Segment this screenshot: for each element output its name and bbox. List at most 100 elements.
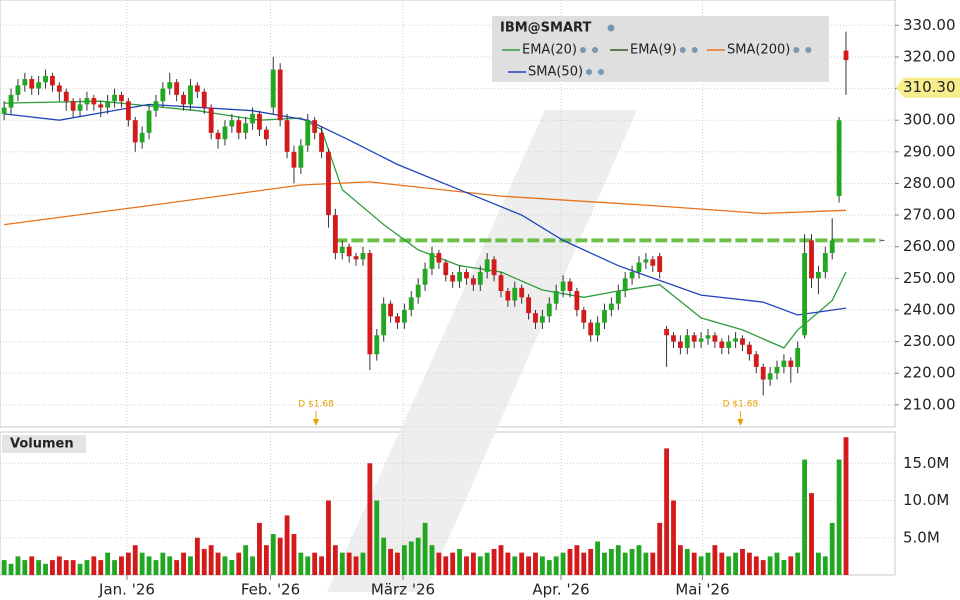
legend-settings[interactable] [592, 47, 599, 53]
volume-bar [429, 545, 435, 575]
legend-settings[interactable] [580, 47, 587, 53]
candle-body [781, 360, 787, 367]
candle-body [422, 268, 428, 285]
candle-body [70, 101, 76, 111]
candle-body [167, 82, 173, 89]
y-tick-label: 270.00 [903, 206, 956, 224]
volume-bar [284, 515, 290, 575]
x-tick-label: Jan. '26 [98, 581, 155, 599]
candle-body [332, 215, 338, 254]
candle-body [829, 240, 835, 254]
legend-settings[interactable] [691, 47, 698, 53]
volume-bar [753, 556, 759, 575]
candle-body [132, 120, 138, 143]
candle-body [229, 120, 235, 127]
volume-bar [250, 556, 255, 575]
candle-body [63, 91, 69, 102]
volume-bar [615, 545, 621, 575]
candle-body [608, 303, 614, 310]
volume-bar [8, 563, 14, 575]
y-tick-label: 230.00 [903, 332, 956, 350]
volume-bar [194, 537, 200, 575]
y-tick-label: 290.00 [903, 142, 956, 160]
legend-label: EMA(9) [630, 43, 677, 58]
volume-bar [263, 545, 269, 575]
candle-body [160, 88, 166, 102]
volume-bar [139, 552, 145, 575]
volume-bar [809, 493, 814, 575]
candle-body [560, 281, 566, 291]
candle-body [457, 272, 462, 282]
candle-body [408, 297, 414, 310]
settings-icon[interactable] [607, 24, 615, 32]
volume-bar [450, 552, 456, 575]
volume-bar [77, 563, 83, 575]
legend-settings[interactable] [598, 69, 605, 75]
volume-bar [746, 552, 752, 575]
candle-body [277, 69, 283, 121]
volume-bar [119, 556, 124, 575]
annotation: D $1.68 [298, 400, 334, 410]
volume-bar [774, 552, 780, 575]
volume-bar [505, 552, 511, 575]
candle-body [56, 85, 62, 92]
volume-bar [698, 556, 704, 575]
volume-bar [367, 463, 373, 575]
volume-bar [657, 522, 663, 575]
volume-bar [277, 537, 283, 575]
volume-bar [539, 556, 545, 575]
volume-bar [553, 556, 559, 575]
volume-bar [664, 448, 670, 575]
candle-body [257, 113, 262, 130]
volume-bar [236, 552, 242, 575]
annotation-arrowhead [737, 419, 744, 426]
volume-bar [546, 560, 552, 575]
volume-bar [705, 552, 711, 575]
candle-body [470, 278, 476, 285]
legend-settings[interactable] [679, 47, 686, 53]
candle-body [767, 373, 773, 380]
candle-body [809, 240, 814, 279]
candle-body [77, 104, 83, 111]
volume-bar [381, 537, 387, 575]
volume-bar [167, 556, 173, 575]
volume-bar [477, 556, 483, 575]
legend-settings[interactable] [793, 47, 800, 53]
candle-body [153, 101, 159, 111]
volume-bar [401, 545, 407, 575]
candle-body [726, 341, 732, 348]
legend-settings[interactable] [805, 47, 812, 53]
candle-body [146, 110, 152, 133]
volume-bar [215, 552, 221, 575]
volume-bar [608, 548, 614, 575]
indicator-line [4, 100, 847, 349]
volume-bar [781, 560, 787, 575]
candle-body [222, 126, 228, 140]
candle-body [788, 360, 794, 367]
candle-body [815, 272, 821, 279]
volume-bar [91, 556, 97, 575]
candle-body [346, 246, 352, 257]
candle-body [836, 120, 842, 197]
volume-bar [436, 552, 442, 575]
candle-body [263, 129, 269, 140]
volume-bar [270, 534, 276, 575]
legend-settings[interactable] [586, 69, 593, 75]
volume-bar [498, 545, 504, 575]
candle-body [740, 338, 745, 345]
volume-bar [291, 534, 297, 575]
candle-body [208, 107, 214, 133]
candle-body [753, 354, 759, 367]
candle-body [526, 297, 531, 314]
candle-body [98, 104, 104, 108]
volume-bar [105, 552, 111, 575]
candle-body [374, 335, 380, 355]
volume-bar [836, 459, 842, 575]
volume-bar [63, 560, 69, 575]
volume-bar [332, 545, 338, 575]
y-tick-label: 260.00 [903, 237, 956, 255]
candle-body [367, 253, 373, 355]
volume-bar [829, 522, 835, 575]
y-tick-label: 300.00 [903, 111, 956, 129]
